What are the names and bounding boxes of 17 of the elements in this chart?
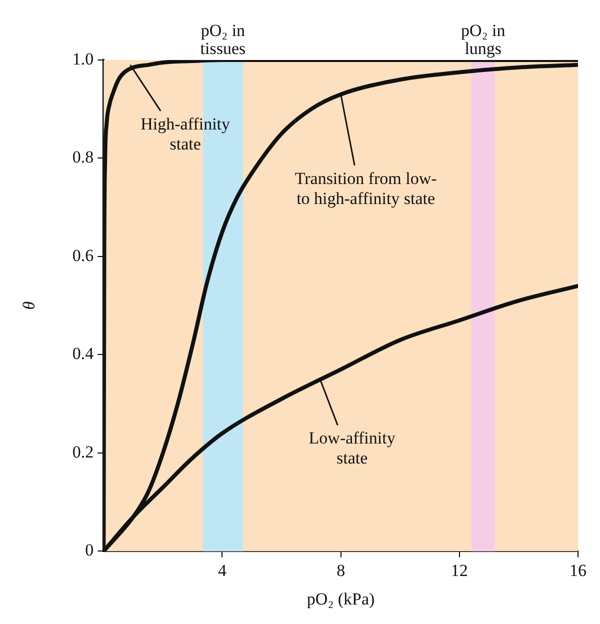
y-axis-title: θ [20,301,39,310]
x-tick-label: 12 [450,560,468,580]
x-axis-title: pO₂ (kPa) [306,589,375,608]
y-tick-label: 0.6 [72,246,94,265]
annotation: Low-affinity state [308,428,396,468]
y-tick-label: 0.2 [72,442,94,462]
y-tick-label: 1.0 [72,49,94,68]
x-tick-label: 16 [570,560,586,580]
y-tick-label: 0.8 [72,148,94,167]
y-tick-label: 0 [85,540,94,560]
band-label: pO₂ in tissues [200,20,246,58]
band-label: pO₂ in lungs [461,20,506,58]
annotation: High-affinity state [140,114,231,154]
y-tick-label: 0.4 [72,344,94,364]
x-tick-label: 8 [336,560,346,580]
x-tick-label: 4 [218,560,227,580]
annotation: Transition from low- to high-affinity state [294,168,438,208]
